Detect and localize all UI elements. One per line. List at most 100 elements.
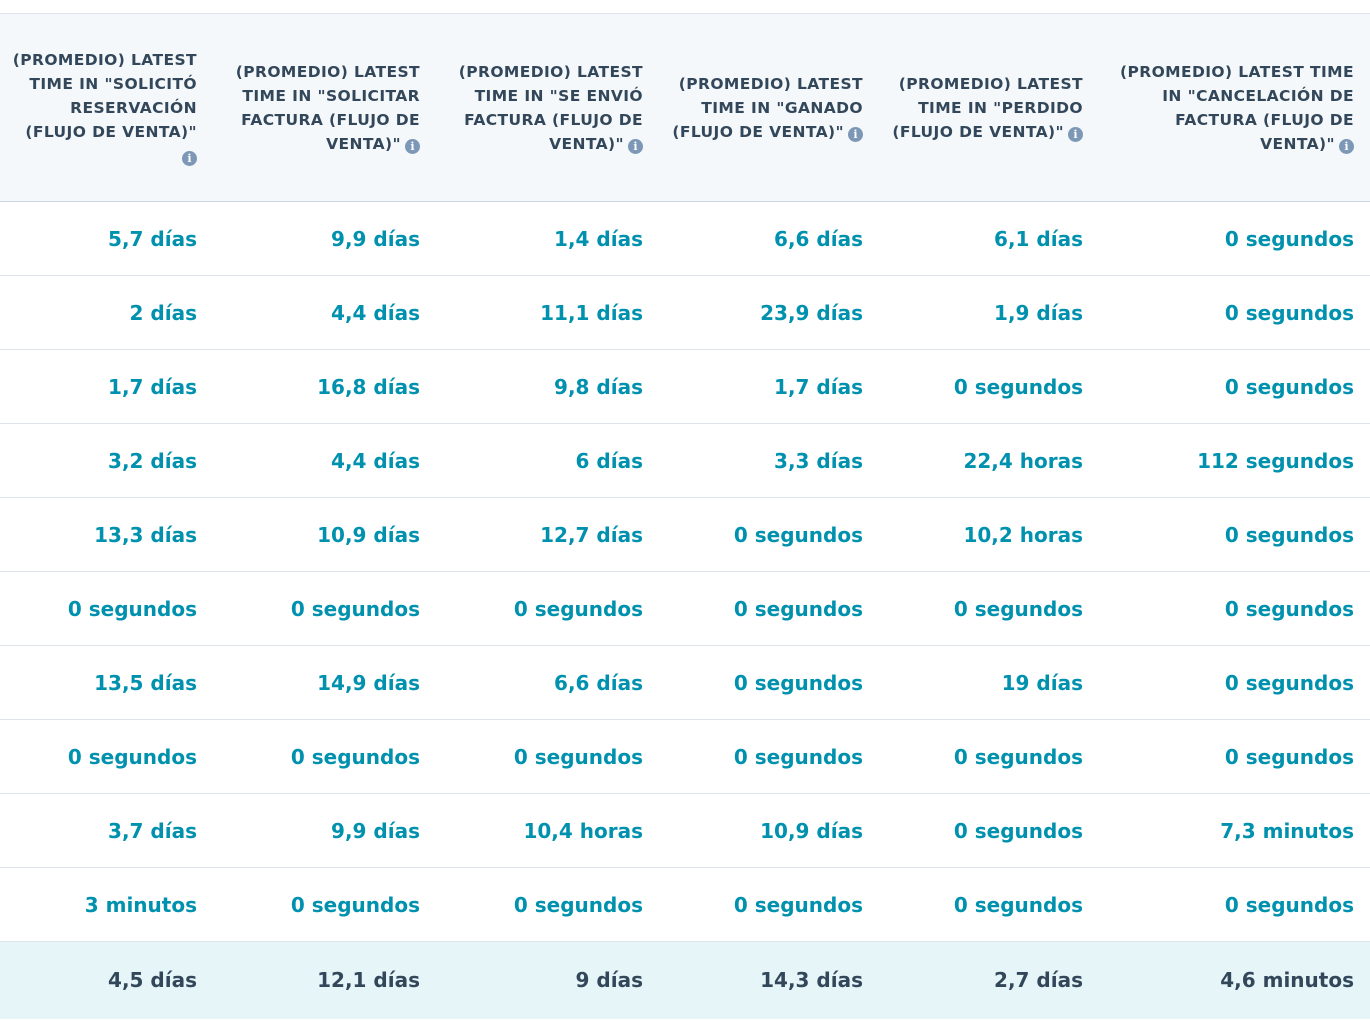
table-cell[interactable]: 10,9 días <box>213 497 436 572</box>
column-header[interactable]: (PROMEDIO) LATEST TIME IN "SOLICITAR FAC… <box>213 13 436 202</box>
table-cell[interactable]: 0 segundos <box>659 719 879 794</box>
table-row: 2 días 4,4 días 11,1 días 23,9 días 1,9 … <box>0 275 1370 350</box>
table-row: 1,7 días 16,8 días 9,8 días 1,7 días 0 s… <box>0 349 1370 424</box>
total-cell: 12,1 días <box>317 968 420 993</box>
table-cell[interactable]: 6,6 días <box>436 645 659 720</box>
table-cell[interactable]: 1,7 días <box>659 349 879 424</box>
info-icon[interactable]: i <box>405 138 420 154</box>
table-cell[interactable]: 0 segundos <box>1099 349 1370 424</box>
table-cell[interactable]: 16,8 días <box>213 349 436 424</box>
table-cell[interactable]: 13,5 días <box>0 645 213 720</box>
totals-row: 4,5 días 12,1 días 9 días 14,3 días 2,7 … <box>0 941 1370 1019</box>
table-row: 13,3 días 10,9 días 12,7 días 0 segundos… <box>0 497 1370 572</box>
table-row: 0 segundos 0 segundos 0 segundos 0 segun… <box>0 571 1370 646</box>
table-cell[interactable]: 4,4 días <box>213 423 436 498</box>
table-cell[interactable]: 0 segundos <box>659 571 879 646</box>
table-cell[interactable]: 0 segundos <box>879 719 1099 794</box>
table-row: 3,7 días 9,9 días 10,4 horas 10,9 días 0… <box>0 793 1370 868</box>
table-cell[interactable]: 10,2 horas <box>879 497 1099 572</box>
column-header-label: (PROMEDIO) LATEST TIME IN "SOLICITAR FAC… <box>235 62 420 153</box>
table-cell[interactable]: 0 segundos <box>879 867 1099 942</box>
table-cell[interactable]: 112 segundos <box>1099 423 1370 498</box>
table-cell[interactable]: 22,4 horas <box>879 423 1099 498</box>
table-cell[interactable]: 0 segundos <box>436 867 659 942</box>
column-header-label: (PROMEDIO) LATEST TIME IN "CANCELACIÓN D… <box>1120 62 1354 153</box>
column-header[interactable]: (PROMEDIO) LATEST TIME IN "SE ENVIÓ FACT… <box>436 13 659 202</box>
column-header-label: (PROMEDIO) LATEST TIME IN "SE ENVIÓ FACT… <box>458 62 643 153</box>
table-cell[interactable]: 10,9 días <box>659 793 879 868</box>
info-icon[interactable]: i <box>1068 126 1083 142</box>
column-header[interactable]: (PROMEDIO) LATEST TIME IN "SOLICITÓ RESE… <box>0 13 213 202</box>
table-cell[interactable]: 4,4 días <box>213 275 436 350</box>
table-cell[interactable]: 0 segundos <box>659 645 879 720</box>
info-icon[interactable]: i <box>182 150 197 166</box>
table-cell[interactable]: 5,7 días <box>0 201 213 276</box>
table-cell[interactable]: 3,3 días <box>659 423 879 498</box>
table-cell[interactable]: 19 días <box>879 645 1099 720</box>
total-cell: 2,7 días <box>994 968 1083 993</box>
table-row: 5,7 días 9,9 días 1,4 días 6,6 días 6,1 … <box>0 201 1370 276</box>
column-header[interactable]: (PROMEDIO) LATEST TIME IN "CANCELACIÓN D… <box>1099 13 1370 202</box>
table-cell[interactable]: 9,9 días <box>213 793 436 868</box>
info-icon[interactable]: i <box>848 126 863 142</box>
column-header[interactable]: (PROMEDIO) LATEST TIME IN "GANADO (FLUJO… <box>659 13 879 202</box>
table-cell[interactable]: 0 segundos <box>879 793 1099 868</box>
table-row: 3 minutos 0 segundos 0 segundos 0 segund… <box>0 867 1370 942</box>
column-header-label: (PROMEDIO) LATEST TIME IN "SOLICITÓ RESE… <box>12 50 197 141</box>
table-cell[interactable]: 1,7 días <box>0 349 213 424</box>
table-cell[interactable]: 0 segundos <box>1099 867 1370 942</box>
table-cell[interactable]: 3,7 días <box>0 793 213 868</box>
table-cell[interactable]: 6,6 días <box>659 201 879 276</box>
table-cell[interactable]: 0 segundos <box>659 867 879 942</box>
table-cell[interactable]: 1,4 días <box>436 201 659 276</box>
total-cell: 4,5 días <box>108 968 197 993</box>
table-cell[interactable]: 9,8 días <box>436 349 659 424</box>
table-cell[interactable]: 0 segundos <box>436 719 659 794</box>
table-row: 0 segundos 0 segundos 0 segundos 0 segun… <box>0 719 1370 794</box>
total-cell: 4,6 minutos <box>1220 968 1354 993</box>
table-cell[interactable]: 0 segundos <box>1099 719 1370 794</box>
table-cell[interactable]: 6 días <box>436 423 659 498</box>
table-cell[interactable]: 0 segundos <box>436 571 659 646</box>
table-cell[interactable]: 3,2 días <box>0 423 213 498</box>
column-header-label: (PROMEDIO) LATEST TIME IN "PERDIDO (FLUJ… <box>892 74 1083 141</box>
table-cell[interactable]: 0 segundos <box>213 867 436 942</box>
column-header-label: (PROMEDIO) LATEST TIME IN "GANADO (FLUJO… <box>672 74 863 141</box>
total-cell: 9 días <box>575 968 643 993</box>
table-cell[interactable]: 23,9 días <box>659 275 879 350</box>
table-cell[interactable]: 13,3 días <box>0 497 213 572</box>
table-row: 3,2 días 4,4 días 6 días 3,3 días 22,4 h… <box>0 423 1370 498</box>
table-cell[interactable]: 0 segundos <box>213 571 436 646</box>
table-body: 5,7 días 9,9 días 1,4 días 6,6 días 6,1 … <box>0 201 1370 1019</box>
table-cell[interactable]: 0 segundos <box>1099 497 1370 572</box>
table-cell[interactable]: 10,4 horas <box>436 793 659 868</box>
table-cell[interactable]: 3 minutos <box>0 867 213 942</box>
info-icon[interactable]: i <box>628 138 643 154</box>
table-cell[interactable]: 0 segundos <box>0 571 213 646</box>
table-row: 13,5 días 14,9 días 6,6 días 0 segundos … <box>0 645 1370 720</box>
table-cell[interactable]: 9,9 días <box>213 201 436 276</box>
table-cell[interactable]: 0 segundos <box>0 719 213 794</box>
table-cell[interactable]: 0 segundos <box>213 719 436 794</box>
table-cell[interactable]: 7,3 minutos <box>1099 793 1370 868</box>
table-cell[interactable]: 0 segundos <box>879 349 1099 424</box>
column-header[interactable]: (PROMEDIO) LATEST TIME IN "PERDIDO (FLUJ… <box>879 13 1099 202</box>
table-cell[interactable]: 0 segundos <box>1099 645 1370 720</box>
table-cell[interactable]: 12,7 días <box>436 497 659 572</box>
table-cell[interactable]: 2 días <box>0 275 213 350</box>
table-header: (PROMEDIO) LATEST TIME IN "SOLICITÓ RESE… <box>0 13 1370 202</box>
table-cell[interactable]: 0 segundos <box>1099 201 1370 276</box>
header-row: (PROMEDIO) LATEST TIME IN "SOLICITÓ RESE… <box>0 13 1370 202</box>
total-cell: 14,3 días <box>760 968 863 993</box>
table-cell[interactable]: 1,9 días <box>879 275 1099 350</box>
table-cell[interactable]: 6,1 días <box>879 201 1099 276</box>
table-cell[interactable]: 0 segundos <box>659 497 879 572</box>
time-in-stage-table: (PROMEDIO) LATEST TIME IN "SOLICITÓ RESE… <box>0 13 1370 1019</box>
table-cell[interactable]: 0 segundos <box>1099 571 1370 646</box>
info-icon[interactable]: i <box>1339 138 1354 154</box>
table-cell[interactable]: 0 segundos <box>879 571 1099 646</box>
table-cell[interactable]: 0 segundos <box>1099 275 1370 350</box>
table-cell[interactable]: 14,9 días <box>213 645 436 720</box>
table-cell[interactable]: 11,1 días <box>436 275 659 350</box>
